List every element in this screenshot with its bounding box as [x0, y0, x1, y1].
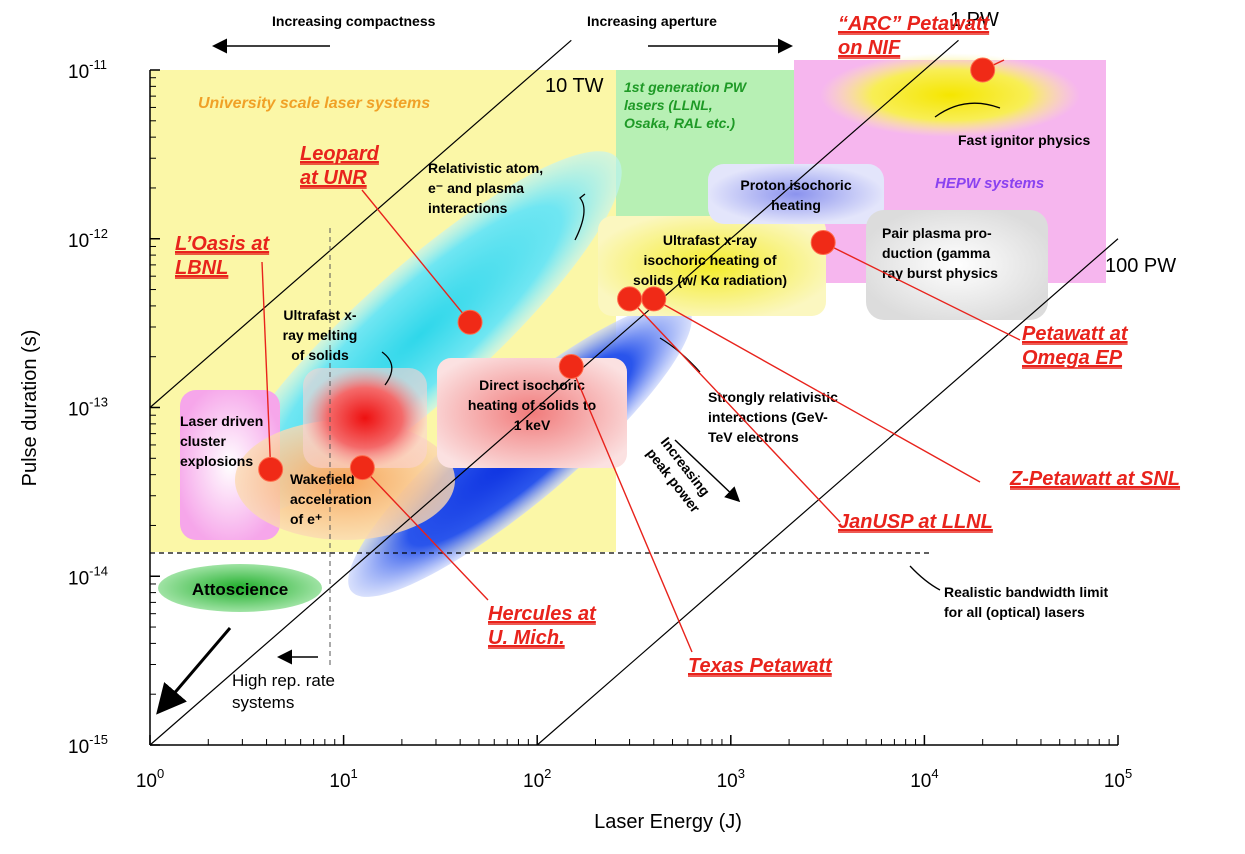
fast-ignitor-leader: [934, 102, 1001, 118]
first-gen-label: 1st generation PW lasers (LLNL, Osaka, RAL…: [624, 79, 748, 131]
facility-label: LBNL: [175, 257, 228, 279]
relativistic-atom-leader: [574, 193, 586, 241]
relativistic-atom-label: Relativistic atom, e⁻ and plasma interacti…: [428, 160, 543, 216]
facility-point: [558, 353, 584, 379]
proton-label: Proton isochoric heating: [740, 177, 851, 213]
facility-label: U. Mich.: [488, 627, 565, 649]
bandwidth-label: Realistic bandwidth limit for all (optica…: [944, 584, 1108, 620]
facility-leader: [361, 467, 489, 601]
power-lines: 10 TW 1 PW 100 PW: [149, 9, 1176, 746]
high-rep-label: High rep. rate systems: [232, 671, 335, 712]
y-tick-label: 10-15: [68, 732, 108, 758]
xray-melting-red-box: [303, 368, 427, 468]
y-tick-label: 10-14: [68, 563, 108, 589]
y-tick-label: 10-12: [68, 226, 108, 252]
fast-ignitor-label: Fast ignitor physics: [958, 132, 1090, 148]
facility-point: [349, 455, 375, 481]
xray-melting-leader: [381, 351, 393, 386]
direct-isochoric-pink-box: [437, 358, 627, 468]
facility-label: at UNR: [300, 167, 367, 189]
hepw-label: HEPW systems: [935, 175, 1044, 192]
power-line-label: 1 PW: [950, 9, 999, 31]
facility-label: “ARC” Petawatt: [838, 13, 990, 35]
facility-leader: [629, 298, 841, 523]
facility-label: L’Oasis at: [175, 233, 270, 255]
power-line: [149, 39, 572, 408]
ultrafast-xray-label: Ultrafast x-ray isochoric heating of solid…: [633, 232, 787, 288]
x-tick-label: 104: [910, 766, 938, 792]
y-tick-label: 10-13: [68, 395, 108, 421]
power-line-label: 10 TW: [545, 75, 604, 97]
strongly-relativistic-label: Strongly relativistic interactions (GeV-T…: [708, 389, 838, 445]
fast-ignitor-yellow-region: [820, 53, 1080, 137]
facility-label: Leopard: [300, 143, 380, 165]
y-tick-label: 10-11: [68, 57, 107, 83]
facility-label: Z-Petawatt at SNL: [1009, 468, 1180, 490]
power-line: [536, 238, 1119, 746]
attoscience-green-region: [158, 564, 322, 612]
attoscience-label: Attoscience: [192, 580, 288, 599]
peak-power-arrow: [674, 439, 741, 503]
x-axis-title: Laser Energy (J): [594, 811, 742, 833]
wakefield-label: Wakefield acceleration of e⁺: [290, 471, 372, 527]
xray-melting-label: Ultrafast x-ray melting of solids: [283, 307, 358, 363]
compactness-label: Increasing compactness: [272, 13, 436, 29]
x-tick-label: 105: [1104, 766, 1132, 792]
facility-point: [457, 309, 483, 335]
facility-label: Hercules at: [488, 603, 597, 625]
facility-point: [970, 57, 996, 83]
facility-leader: [570, 366, 693, 653]
direct-isochoric-label: Direct isochoric heating of solids to 1 ke…: [468, 377, 596, 433]
power-line-label: 100 PW: [1105, 255, 1176, 277]
research-regions: [158, 53, 1080, 612]
aperture-label: Increasing aperture: [587, 13, 717, 29]
facility-leader-lines: [261, 59, 1021, 653]
x-tick-label: 100: [136, 766, 164, 792]
attoscience-direction-arrow: [156, 627, 232, 715]
facility-leader: [822, 241, 1021, 341]
facility-label: JanUSP at LLNL: [838, 511, 993, 533]
pair-plasma-grey-box: [866, 210, 1048, 320]
facility-leader: [653, 298, 981, 483]
facility-label: Omega EP: [1022, 347, 1123, 369]
pair-plasma-label: Pair plasma pro-duction (gamma ray burst …: [882, 225, 998, 281]
facility-leader: [261, 261, 272, 470]
university-label: University scale laser systems: [198, 95, 430, 112]
x-tick-label: 101: [329, 766, 357, 792]
proton-lavender-box: [708, 164, 884, 224]
facility-label: Petawatt at: [1022, 323, 1129, 345]
power-line: [149, 39, 959, 746]
y-axis-title: Pulse duration (s): [19, 330, 41, 487]
facility-point: [617, 286, 643, 312]
facility-label: Texas Petawatt: [688, 655, 833, 677]
x-tick-label: 103: [717, 766, 745, 792]
facility-points: [258, 57, 996, 482]
bandwidth-leader: [909, 565, 941, 591]
facility-point: [641, 286, 667, 312]
x-tick-label: 102: [523, 766, 551, 792]
facility-label: on NIF: [838, 37, 901, 59]
facility-point: [258, 456, 284, 482]
facility-leader: [361, 189, 471, 323]
annotations: Increasing compactness Increasing apertu…: [156, 13, 1108, 715]
axes: 100 101 102 103 104 105 10-11 10-12 10-13 10-14 10…: [68, 57, 1132, 792]
cluster-label: Laser driven cluster explosions: [180, 413, 263, 469]
facility-point: [810, 230, 836, 256]
